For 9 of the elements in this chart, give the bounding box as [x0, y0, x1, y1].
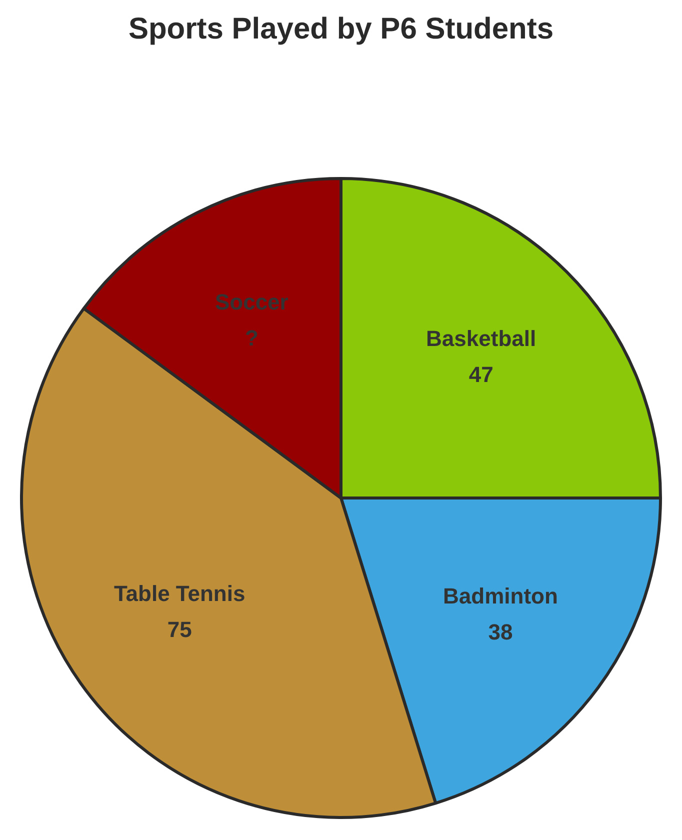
- chart-title: Sports Played by P6 Students: [128, 12, 554, 46]
- data-label: 38: [488, 620, 513, 645]
- slice-label: Basketball: [426, 326, 536, 351]
- data-label: ?: [244, 325, 258, 350]
- data-label: 75: [167, 616, 192, 642]
- data-label: 47: [468, 362, 494, 387]
- slice-label: Badminton: [443, 584, 558, 609]
- slice-label: Table Tennis: [114, 580, 246, 606]
- slice-label: Soccer: [214, 289, 289, 314]
